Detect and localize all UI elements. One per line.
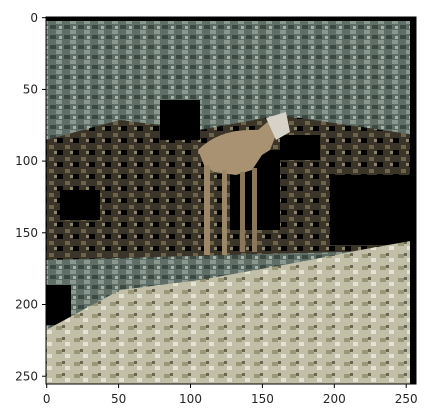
y-tick-label: 100 <box>15 154 38 168</box>
photo-image <box>46 17 416 384</box>
y-tick-label: 150 <box>15 226 38 240</box>
axes-frame <box>45 16 417 385</box>
y-tick-label: 200 <box>15 298 38 312</box>
y-tick-label: 0 <box>30 11 38 25</box>
animal-figure <box>198 112 290 255</box>
x-axis: 0 50 100 150 200 250 <box>43 384 418 406</box>
y-axis: 0 50 100 150 200 250 <box>15 11 46 383</box>
x-tick-label: 0 <box>43 392 51 406</box>
x-tick-label: 250 <box>395 392 418 406</box>
x-tick-label: 100 <box>179 392 202 406</box>
x-tick-label: 200 <box>323 392 346 406</box>
y-tick-label: 250 <box>15 369 38 383</box>
x-tick-label: 50 <box>111 392 126 406</box>
y-tick-label: 50 <box>23 83 38 97</box>
x-tick-label: 150 <box>251 392 274 406</box>
